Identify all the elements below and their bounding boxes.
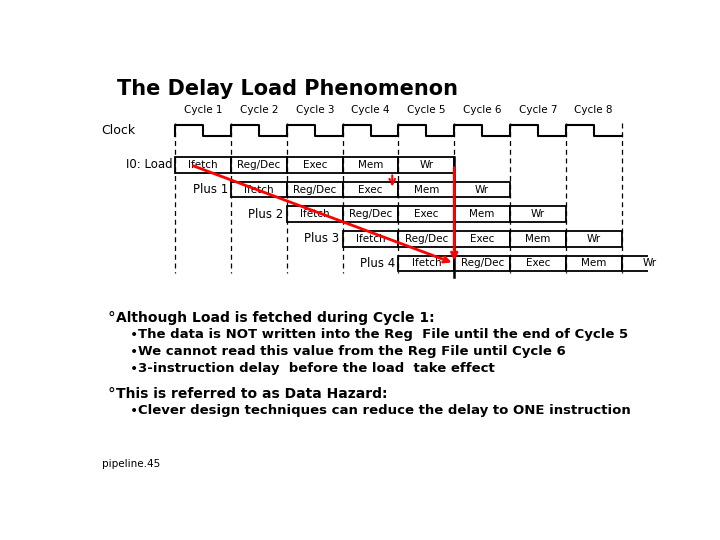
Text: Cycle 7: Cycle 7: [518, 105, 557, 115]
Text: This is referred to as Data Hazard:: This is referred to as Data Hazard:: [117, 387, 388, 401]
Text: Reg/Dec: Reg/Dec: [461, 259, 504, 268]
Bar: [231, 182, 287, 197]
Text: Cycle 5: Cycle 5: [407, 105, 446, 115]
Bar: [287, 206, 343, 222]
Text: Cycle 6: Cycle 6: [463, 105, 501, 115]
Text: °: °: [107, 387, 114, 402]
Text: Cycle 3: Cycle 3: [295, 105, 334, 115]
Text: •: •: [130, 345, 138, 359]
Text: Mem: Mem: [469, 209, 495, 219]
Text: Reg/Dec: Reg/Dec: [349, 209, 392, 219]
Text: Exec: Exec: [526, 259, 550, 268]
Bar: [621, 256, 678, 271]
Text: Exec: Exec: [302, 160, 327, 170]
Bar: [343, 206, 398, 222]
Text: Cycle 8: Cycle 8: [575, 105, 613, 115]
Text: Cycle 1: Cycle 1: [184, 105, 222, 115]
Bar: [566, 231, 621, 247]
Text: Ifetch: Ifetch: [356, 234, 385, 244]
Text: Wr: Wr: [587, 234, 600, 244]
Bar: [398, 231, 454, 247]
Text: Reg/Dec: Reg/Dec: [293, 185, 336, 194]
Text: Exec: Exec: [414, 209, 438, 219]
Text: Clever design techniques can reduce the delay to ONE instruction: Clever design techniques can reduce the …: [138, 403, 631, 416]
Text: Plus 3: Plus 3: [305, 232, 340, 245]
Text: Clock: Clock: [102, 124, 136, 137]
Bar: [398, 182, 454, 197]
Text: Exec: Exec: [470, 234, 495, 244]
Text: Ifetch: Ifetch: [300, 209, 330, 219]
Bar: [175, 157, 231, 173]
Text: °: °: [107, 311, 114, 326]
Text: Exec: Exec: [359, 185, 383, 194]
Bar: [510, 231, 566, 247]
Bar: [454, 256, 510, 271]
Bar: [343, 231, 398, 247]
Text: The data is NOT written into the Reg  File until the end of Cycle 5: The data is NOT written into the Reg Fil…: [138, 328, 628, 341]
Text: Ifetch: Ifetch: [412, 259, 441, 268]
Text: Wr: Wr: [642, 259, 657, 268]
Text: Although Load is fetched during Cycle 1:: Although Load is fetched during Cycle 1:: [117, 311, 435, 325]
Bar: [398, 206, 454, 222]
Bar: [231, 157, 287, 173]
Text: Ifetch: Ifetch: [189, 160, 218, 170]
Text: Plus 1: Plus 1: [193, 183, 228, 196]
Bar: [454, 206, 510, 222]
Text: Mem: Mem: [526, 234, 551, 244]
Text: Wr: Wr: [419, 160, 433, 170]
Text: Ifetch: Ifetch: [244, 185, 274, 194]
Text: I0: Load: I0: Load: [125, 158, 172, 171]
Text: Wr: Wr: [531, 209, 545, 219]
Text: 3-instruction delay  before the load  take effect: 3-instruction delay before the load take…: [138, 362, 495, 375]
Text: Mem: Mem: [414, 185, 439, 194]
Text: Mem: Mem: [358, 160, 383, 170]
Bar: [566, 256, 621, 271]
Text: Cycle 4: Cycle 4: [351, 105, 390, 115]
Text: •: •: [130, 362, 138, 376]
Text: •: •: [130, 403, 138, 417]
Text: Reg/Dec: Reg/Dec: [238, 160, 281, 170]
Text: Wr: Wr: [475, 185, 489, 194]
Text: Cycle 2: Cycle 2: [240, 105, 278, 115]
Bar: [510, 256, 566, 271]
Bar: [343, 157, 398, 173]
Bar: [454, 182, 510, 197]
Bar: [510, 206, 566, 222]
Text: pipeline.45: pipeline.45: [102, 459, 160, 469]
Bar: [287, 157, 343, 173]
Text: Plus 4: Plus 4: [360, 257, 395, 270]
Text: Mem: Mem: [581, 259, 606, 268]
Bar: [398, 157, 454, 173]
Text: Plus 2: Plus 2: [248, 208, 284, 221]
Bar: [343, 182, 398, 197]
Bar: [398, 256, 454, 271]
Text: We cannot read this value from the Reg File until Cycle 6: We cannot read this value from the Reg F…: [138, 345, 566, 358]
Bar: [287, 182, 343, 197]
Text: Reg/Dec: Reg/Dec: [405, 234, 448, 244]
Text: •: •: [130, 328, 138, 342]
Bar: [454, 231, 510, 247]
Text: The Delay Load Phenomenon: The Delay Load Phenomenon: [117, 79, 458, 99]
